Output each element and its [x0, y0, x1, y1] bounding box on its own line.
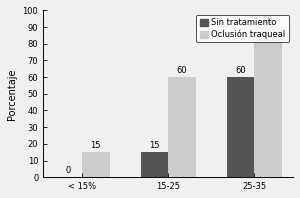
Bar [254, 27, 282, 177]
Bar [140, 152, 168, 177]
Text: 90: 90 [263, 16, 273, 25]
Text: 15: 15 [149, 141, 160, 150]
Bar [82, 152, 110, 177]
Text: 15: 15 [91, 141, 101, 150]
Legend: Sin tratamiento, Oclusión traqueal: Sin tratamiento, Oclusión traqueal [196, 15, 289, 42]
Text: 0: 0 [66, 166, 71, 175]
Bar [226, 77, 254, 177]
Text: 60: 60 [176, 66, 187, 75]
Bar [168, 77, 196, 177]
Text: 60: 60 [235, 66, 246, 75]
Y-axis label: Porcentaje: Porcentaje [7, 68, 17, 120]
